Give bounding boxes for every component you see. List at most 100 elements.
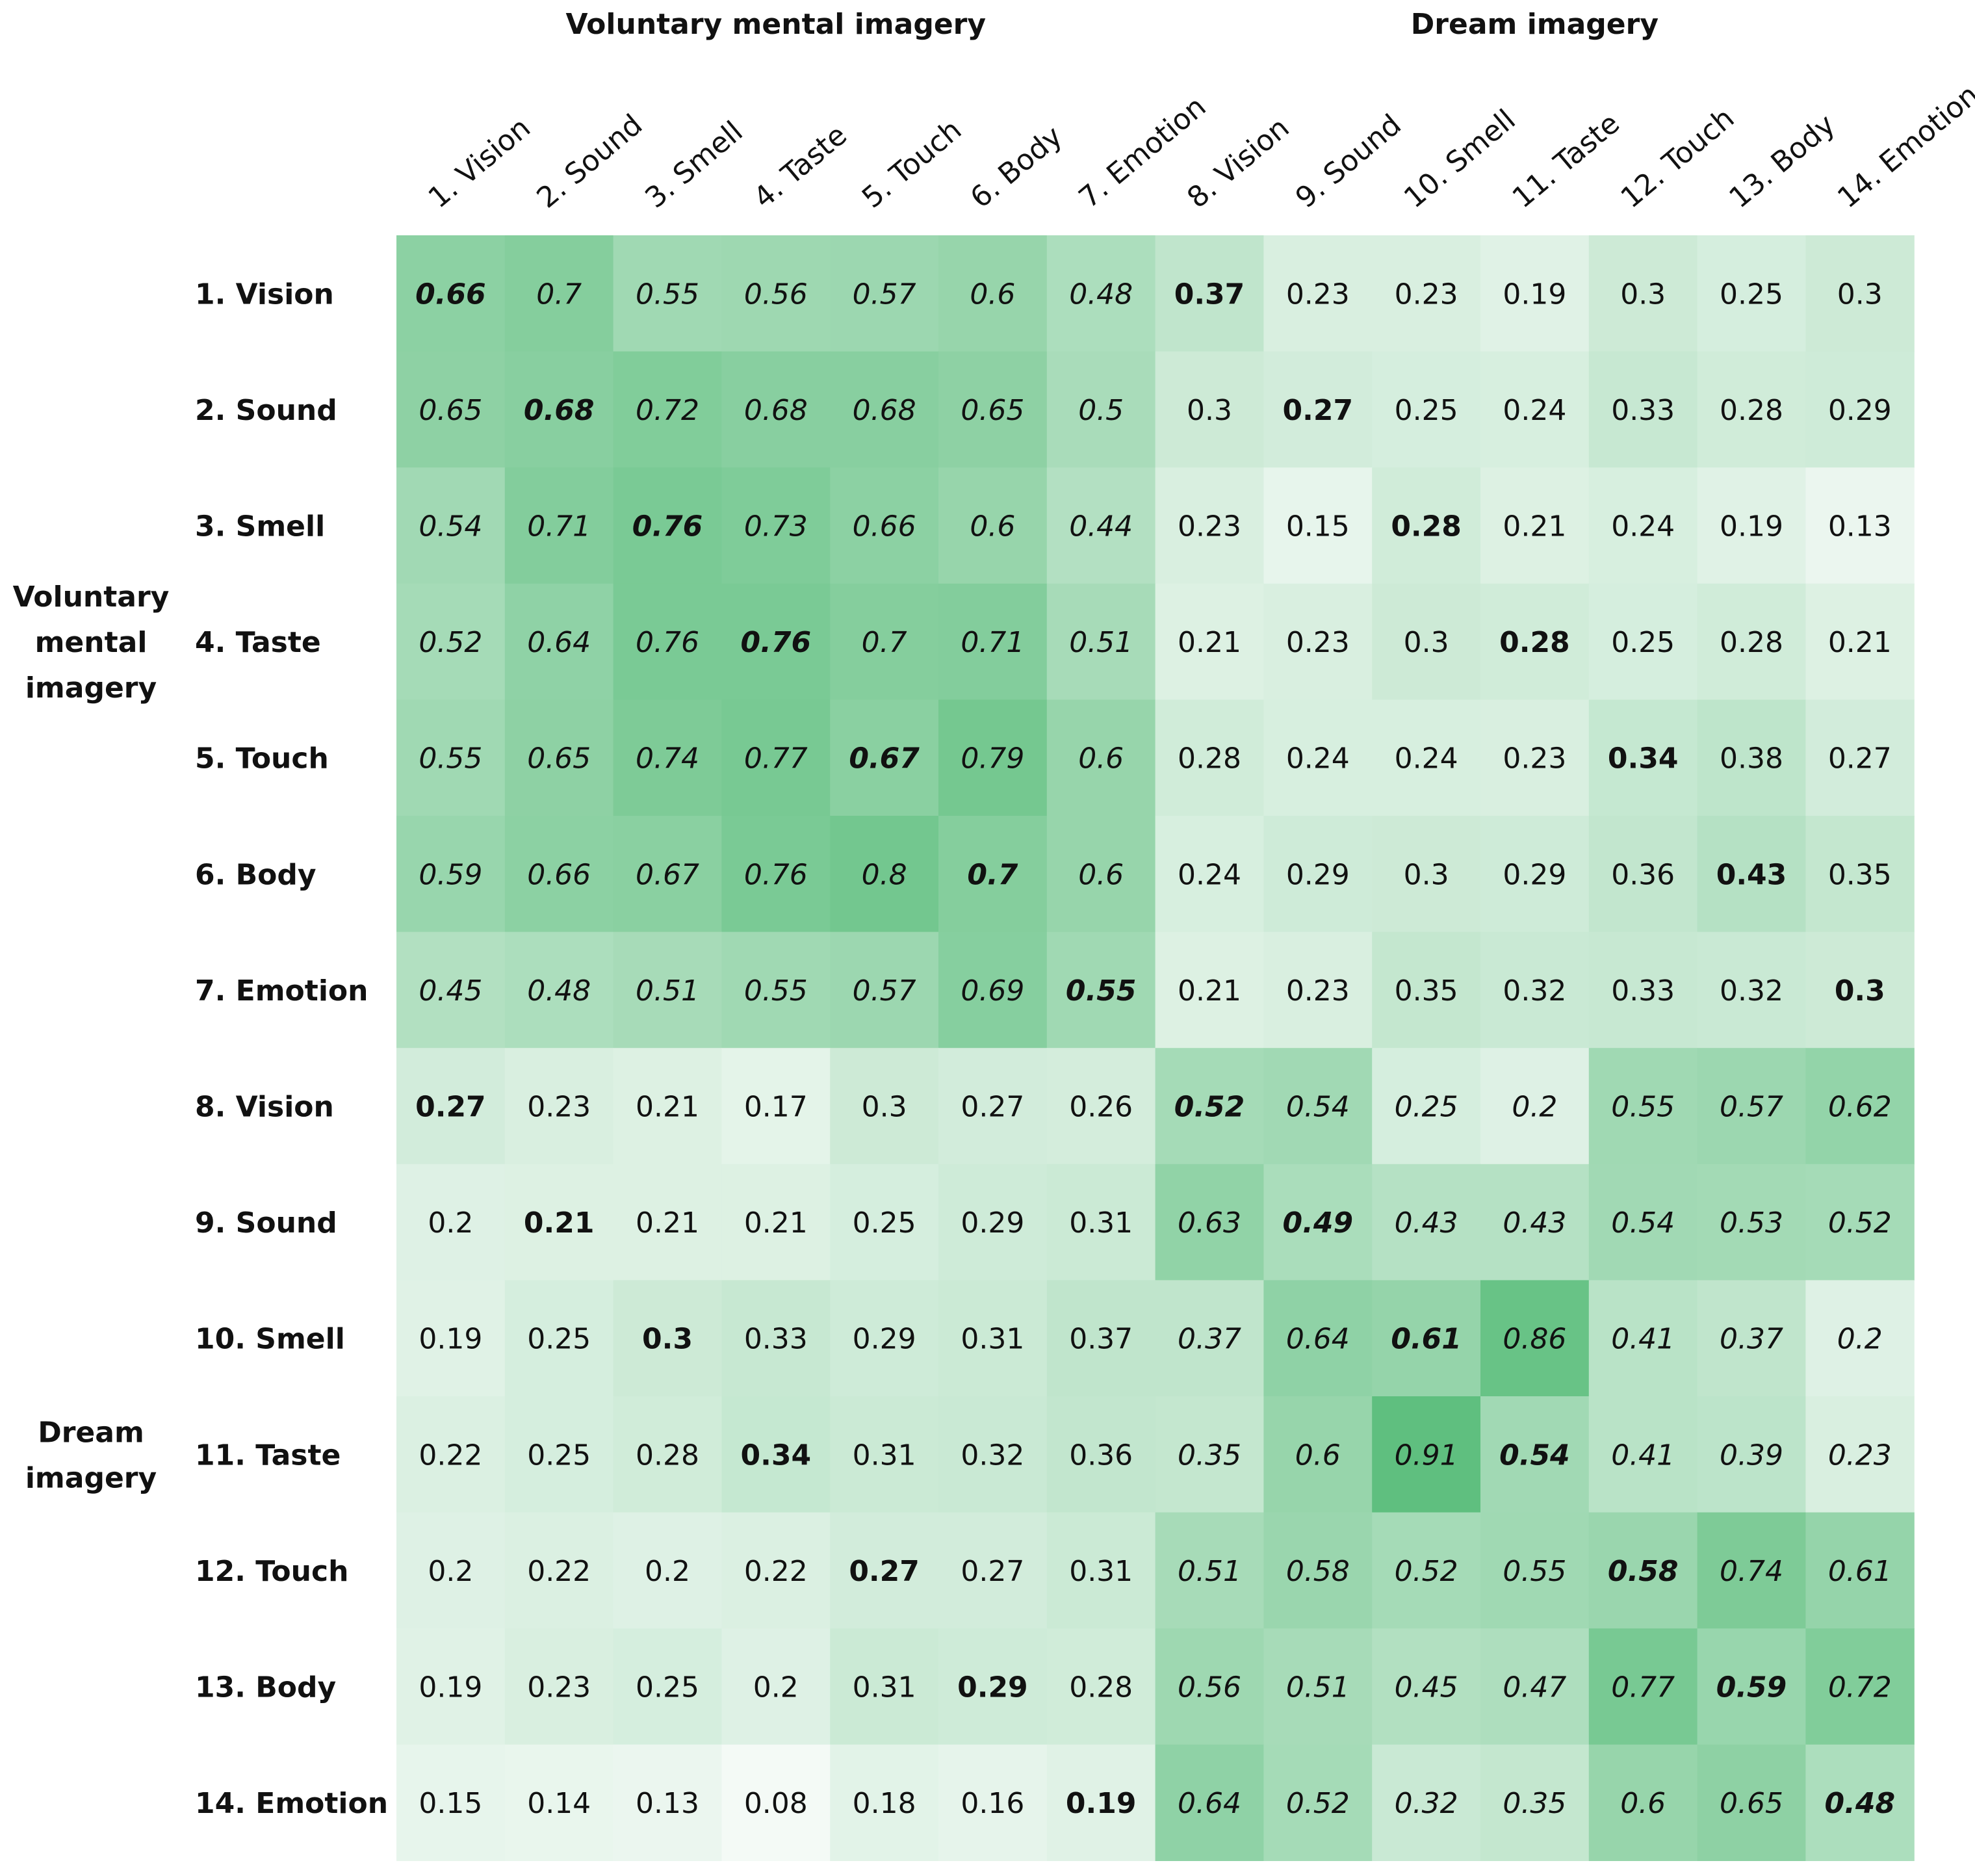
cell-value-label: 0.31 bbox=[961, 1323, 1024, 1356]
cell-value-label: 0.77 bbox=[1611, 1671, 1675, 1704]
heatmap-cell bbox=[1372, 351, 1481, 468]
cell-value-label: 0.76 bbox=[636, 626, 699, 659]
cell-value-label: 0.7 bbox=[862, 626, 907, 659]
heatmap-cell bbox=[1263, 583, 1373, 700]
heatmap-cell bbox=[1697, 1512, 1806, 1629]
cell-value-label: 0.3 bbox=[862, 1091, 907, 1124]
cell-value-label: 0.3 bbox=[1404, 626, 1449, 659]
heatmap-cell bbox=[1372, 699, 1481, 816]
cell-value-label: 0.36 bbox=[1611, 858, 1675, 891]
heatmap-cell bbox=[613, 699, 722, 816]
cell-value-label: 0.39 bbox=[1720, 1439, 1783, 1472]
heatmap-cell bbox=[1372, 1396, 1481, 1513]
heatmap-cell bbox=[830, 235, 939, 352]
cell-value-label: 0.28 bbox=[636, 1439, 699, 1472]
column-label: 2. Sound bbox=[530, 108, 649, 215]
heatmap-cell bbox=[721, 351, 831, 468]
cell-value-label: 0.24 bbox=[1178, 858, 1241, 891]
column-label: 14. Emotion bbox=[1831, 78, 1975, 215]
row-group-label-line: mental bbox=[35, 626, 148, 659]
heatmap-cell bbox=[1697, 931, 1806, 1049]
cell-value-label: 0.13 bbox=[1828, 510, 1892, 543]
cell-value-label: 0.19 bbox=[419, 1671, 482, 1704]
heatmap-cell bbox=[1155, 699, 1264, 816]
heatmap-cell bbox=[1046, 816, 1156, 933]
heatmap-cell bbox=[1155, 235, 1264, 352]
heatmap-cell bbox=[1588, 1048, 1698, 1165]
cell-value-label: 0.32 bbox=[1395, 1787, 1458, 1820]
cell-value-label: 0.21 bbox=[1178, 626, 1241, 659]
heatmap-cell bbox=[613, 235, 722, 352]
cell-value-label: 0.66 bbox=[527, 858, 591, 891]
cell-value-label: 0.24 bbox=[1611, 510, 1675, 543]
heatmap-cell bbox=[1480, 467, 1590, 584]
column-label: 13. Body bbox=[1723, 108, 1841, 215]
cell-value-label: 0.52 bbox=[1174, 1091, 1245, 1124]
heatmap-cell bbox=[1372, 816, 1481, 933]
heatmap-cell bbox=[830, 467, 939, 584]
cell-value-label: 0.31 bbox=[1069, 1555, 1133, 1588]
cell-value-label: 0.72 bbox=[1828, 1671, 1892, 1704]
heatmap-cell bbox=[1480, 699, 1590, 816]
cell-value-label: 0.68 bbox=[853, 394, 916, 427]
cell-value-label: 0.57 bbox=[1720, 1091, 1783, 1124]
cell-value-label: 0.54 bbox=[1611, 1206, 1675, 1240]
cell-value-label: 0.24 bbox=[1286, 742, 1350, 775]
heatmap-cell bbox=[1697, 816, 1806, 933]
row-label: 6. Body bbox=[195, 858, 316, 891]
heatmap-cell bbox=[504, 1164, 614, 1281]
heatmap-cell bbox=[830, 1744, 939, 1861]
row-label: 13. Body bbox=[195, 1671, 336, 1704]
cell-value-label: 0.69 bbox=[961, 974, 1024, 1008]
heatmap-cell bbox=[396, 1164, 506, 1281]
heatmap-cell bbox=[1046, 351, 1156, 468]
cell-value-label: 0.55 bbox=[744, 974, 808, 1008]
heatmap-cell bbox=[1805, 816, 1915, 933]
heatmap-cell bbox=[721, 1164, 831, 1281]
cell-value-label: 0.3 bbox=[1620, 278, 1666, 311]
cell-value-label: 0.21 bbox=[1828, 626, 1892, 659]
heatmap-cell bbox=[396, 931, 506, 1049]
heatmap-cell bbox=[1588, 1628, 1698, 1745]
heatmap-cell bbox=[613, 931, 722, 1049]
cell-value-label: 0.3 bbox=[642, 1323, 693, 1356]
cell-value-label: 0.45 bbox=[1395, 1671, 1458, 1704]
cell-value-label: 0.15 bbox=[419, 1787, 482, 1820]
heatmap-cell bbox=[1263, 1628, 1373, 1745]
cell-value-label: 0.21 bbox=[1178, 974, 1241, 1008]
heatmap-cell bbox=[830, 351, 939, 468]
column-group-labels: Voluntary mental imagery Dream imagery bbox=[566, 8, 1659, 41]
cell-value-label: 0.66 bbox=[853, 510, 916, 543]
heatmap-cell bbox=[1805, 1280, 1915, 1397]
heatmap-cell bbox=[721, 1396, 831, 1513]
cell-value-label: 0.64 bbox=[1286, 1323, 1350, 1356]
heatmap-cell bbox=[1480, 931, 1590, 1049]
row-label: 10. Smell bbox=[195, 1323, 345, 1356]
heatmap-cell bbox=[1263, 816, 1373, 933]
heatmap-cell bbox=[830, 1628, 939, 1745]
row-group-label-line: Voluntary bbox=[13, 580, 170, 614]
cell-value-label: 0.77 bbox=[744, 742, 808, 775]
cell-value-label: 0.63 bbox=[1178, 1206, 1241, 1240]
heatmap-cell bbox=[1155, 583, 1264, 700]
heatmap-cell bbox=[1697, 583, 1806, 700]
heatmap-cell bbox=[938, 1744, 1048, 1861]
cell-value-label: 0.35 bbox=[1395, 974, 1458, 1008]
heatmap-cell bbox=[830, 816, 939, 933]
heatmap-cell bbox=[721, 583, 831, 700]
heatmap-cell bbox=[1480, 816, 1590, 933]
cell-value-label: 0.34 bbox=[1608, 742, 1679, 775]
heatmap-cell bbox=[1263, 351, 1373, 468]
cell-value-label: 0.29 bbox=[853, 1323, 916, 1356]
heatmap-cell bbox=[721, 1280, 831, 1397]
cell-value-label: 0.32 bbox=[1503, 974, 1566, 1008]
heatmap-cell bbox=[613, 1512, 722, 1629]
heatmap-cell bbox=[396, 1512, 506, 1629]
cell-value-label: 0.91 bbox=[1395, 1439, 1458, 1472]
heatmap-cell bbox=[1480, 1164, 1590, 1281]
heatmap-cell bbox=[504, 699, 614, 816]
heatmap-cell bbox=[1263, 1512, 1373, 1629]
cell-value-label: 0.21 bbox=[636, 1091, 699, 1124]
cell-value-label: 0.43 bbox=[1716, 858, 1787, 891]
heatmap-cell bbox=[1263, 1396, 1373, 1513]
